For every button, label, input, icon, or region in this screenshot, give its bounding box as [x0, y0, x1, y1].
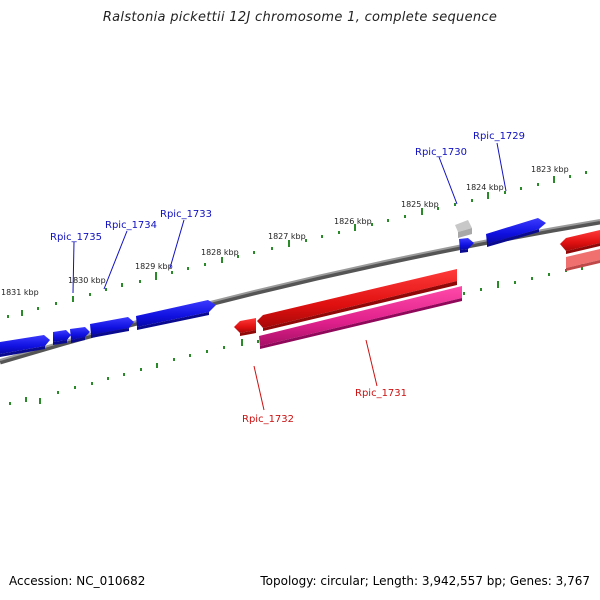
tick-label: 1828 kbp: [201, 248, 239, 257]
tick-label: 1827 kbp: [268, 232, 306, 241]
rna-gene[interactable]: [259, 286, 462, 349]
gene-label[interactable]: Rpic_1735: [50, 232, 102, 243]
gene-arrow[interactable]: [70, 327, 90, 343]
gene-arrow[interactable]: [566, 249, 600, 271]
tick-label: 1826 kbp: [334, 217, 372, 226]
chromosome-backbone: [0, 219, 600, 365]
gene-arrow[interactable]: [257, 269, 457, 331]
gene-arrow[interactable]: [560, 230, 600, 254]
gene-label[interactable]: Rpic_1730: [415, 147, 467, 158]
reverse-strand-genes: [234, 230, 600, 336]
gene-arrow[interactable]: [90, 317, 134, 338]
outer-tick-track: [7, 171, 587, 318]
tick-label: 1831 kbp: [1, 288, 39, 297]
gene-label[interactable]: Rpic_1732: [242, 414, 294, 425]
gene-arrow[interactable]: [0, 335, 50, 357]
tick-label: 1830 kbp: [68, 276, 106, 285]
gene-label[interactable]: Rpic_1731: [355, 388, 407, 399]
gene-arrow[interactable]: [486, 218, 546, 247]
gene-arrow[interactable]: [136, 300, 216, 330]
gene-arrow[interactable]: [234, 318, 256, 336]
gene-arrow[interactable]: [459, 238, 474, 253]
tick-label: 1825 kbp: [401, 200, 439, 209]
accession-text: Accession: NC_010682: [9, 574, 146, 588]
label-leader-lines: [72, 142, 507, 411]
gene-label[interactable]: Rpic_1733: [160, 209, 212, 220]
gene-labels: Rpic_1729 Rpic_1730 Rpic_1733 Rpic_1734 …: [50, 131, 525, 425]
gene-label[interactable]: Rpic_1729: [473, 131, 525, 142]
topology-text: Topology: circular; Length: 3,942,557 bp…: [260, 574, 590, 588]
tick-label: 1829 kbp: [135, 262, 173, 271]
gene-label[interactable]: Rpic_1734: [105, 220, 157, 231]
tick-label: 1824 kbp: [466, 183, 504, 192]
forward-strand-genes: [0, 218, 546, 357]
kbp-labels: 1823 kbp 1824 kbp 1825 kbp 1826 kbp 1827…: [1, 165, 569, 297]
map-title: Ralstonia pickettii 12J chromosome 1, co…: [102, 10, 498, 25]
pseudo-gene[interactable]: [455, 220, 472, 238]
gene-arrow[interactable]: [53, 330, 71, 345]
tick-label: 1823 kbp: [531, 165, 569, 174]
